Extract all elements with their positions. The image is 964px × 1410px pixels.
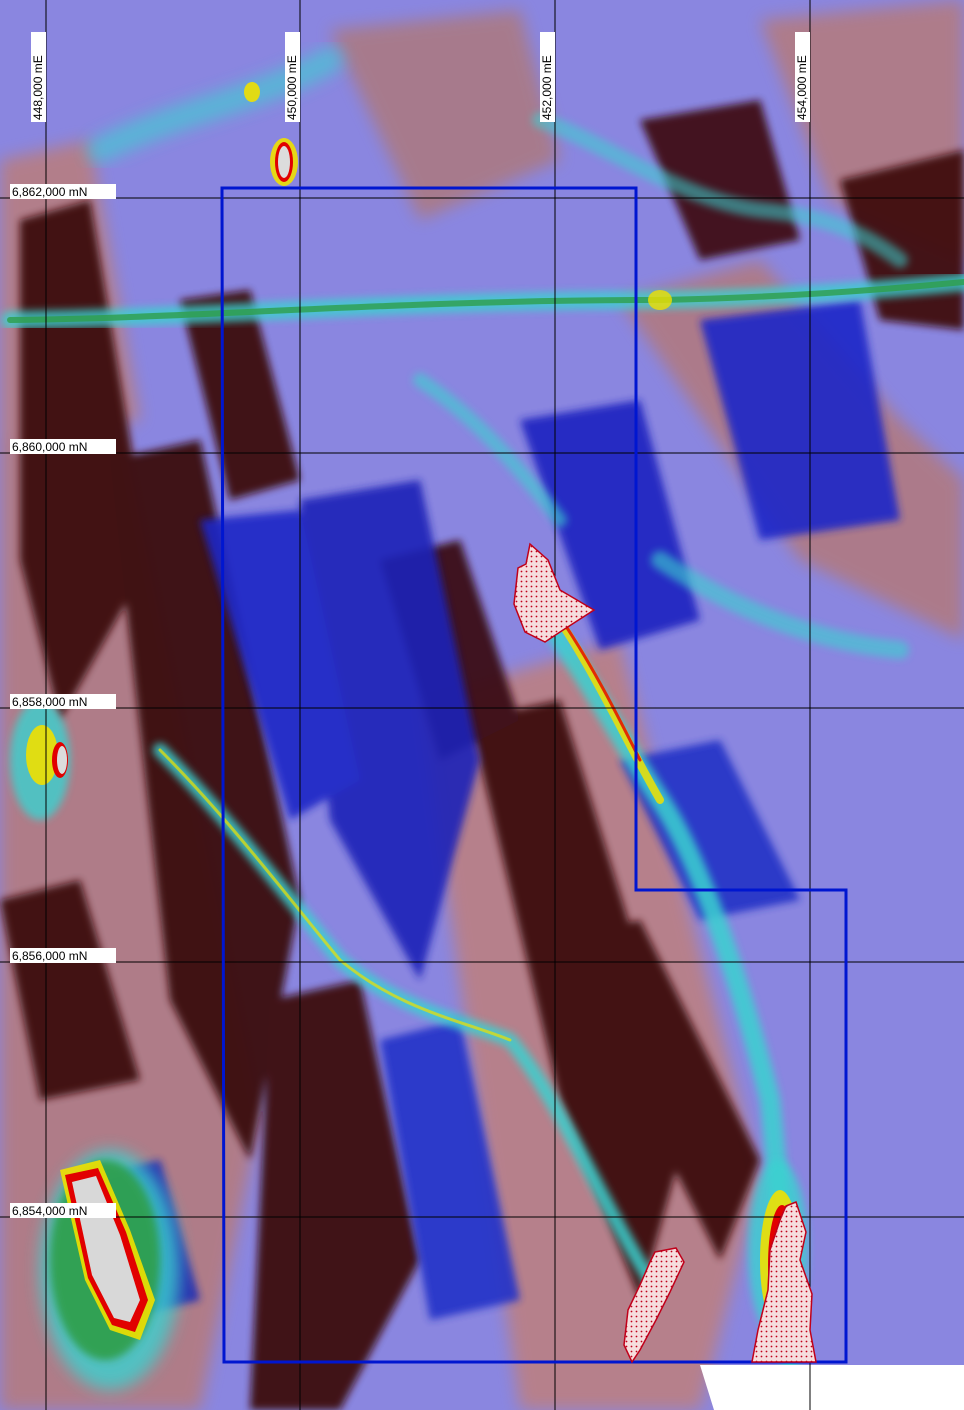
easting-label: 448,000 mE <box>31 55 45 120</box>
northing-label: 6,860,000 mN <box>12 440 87 454</box>
northing-label: 6,858,000 mN <box>12 695 87 709</box>
northing-label: 6,862,000 mN <box>12 185 87 199</box>
northing-label: 6,856,000 mN <box>12 949 87 963</box>
easting-label: 454,000 mE <box>795 55 809 120</box>
northing-labels: 6,862,000 mN 6,860,000 mN 6,858,000 mN 6… <box>10 184 116 1218</box>
easting-labels: 448,000 mE 450,000 mE 452,000 mE 454,000… <box>31 32 810 122</box>
target-polygon-south-west <box>623 1247 685 1364</box>
target-polygons <box>513 542 817 1364</box>
target-polygon-south-east <box>751 1201 817 1363</box>
easting-label: 452,000 mE <box>540 55 554 120</box>
tenement-boundary <box>220 186 848 1364</box>
northing-label: 6,854,000 mN <box>12 1204 87 1218</box>
target-polygon-north <box>513 542 596 643</box>
easting-label: 450,000 mE <box>285 55 299 120</box>
